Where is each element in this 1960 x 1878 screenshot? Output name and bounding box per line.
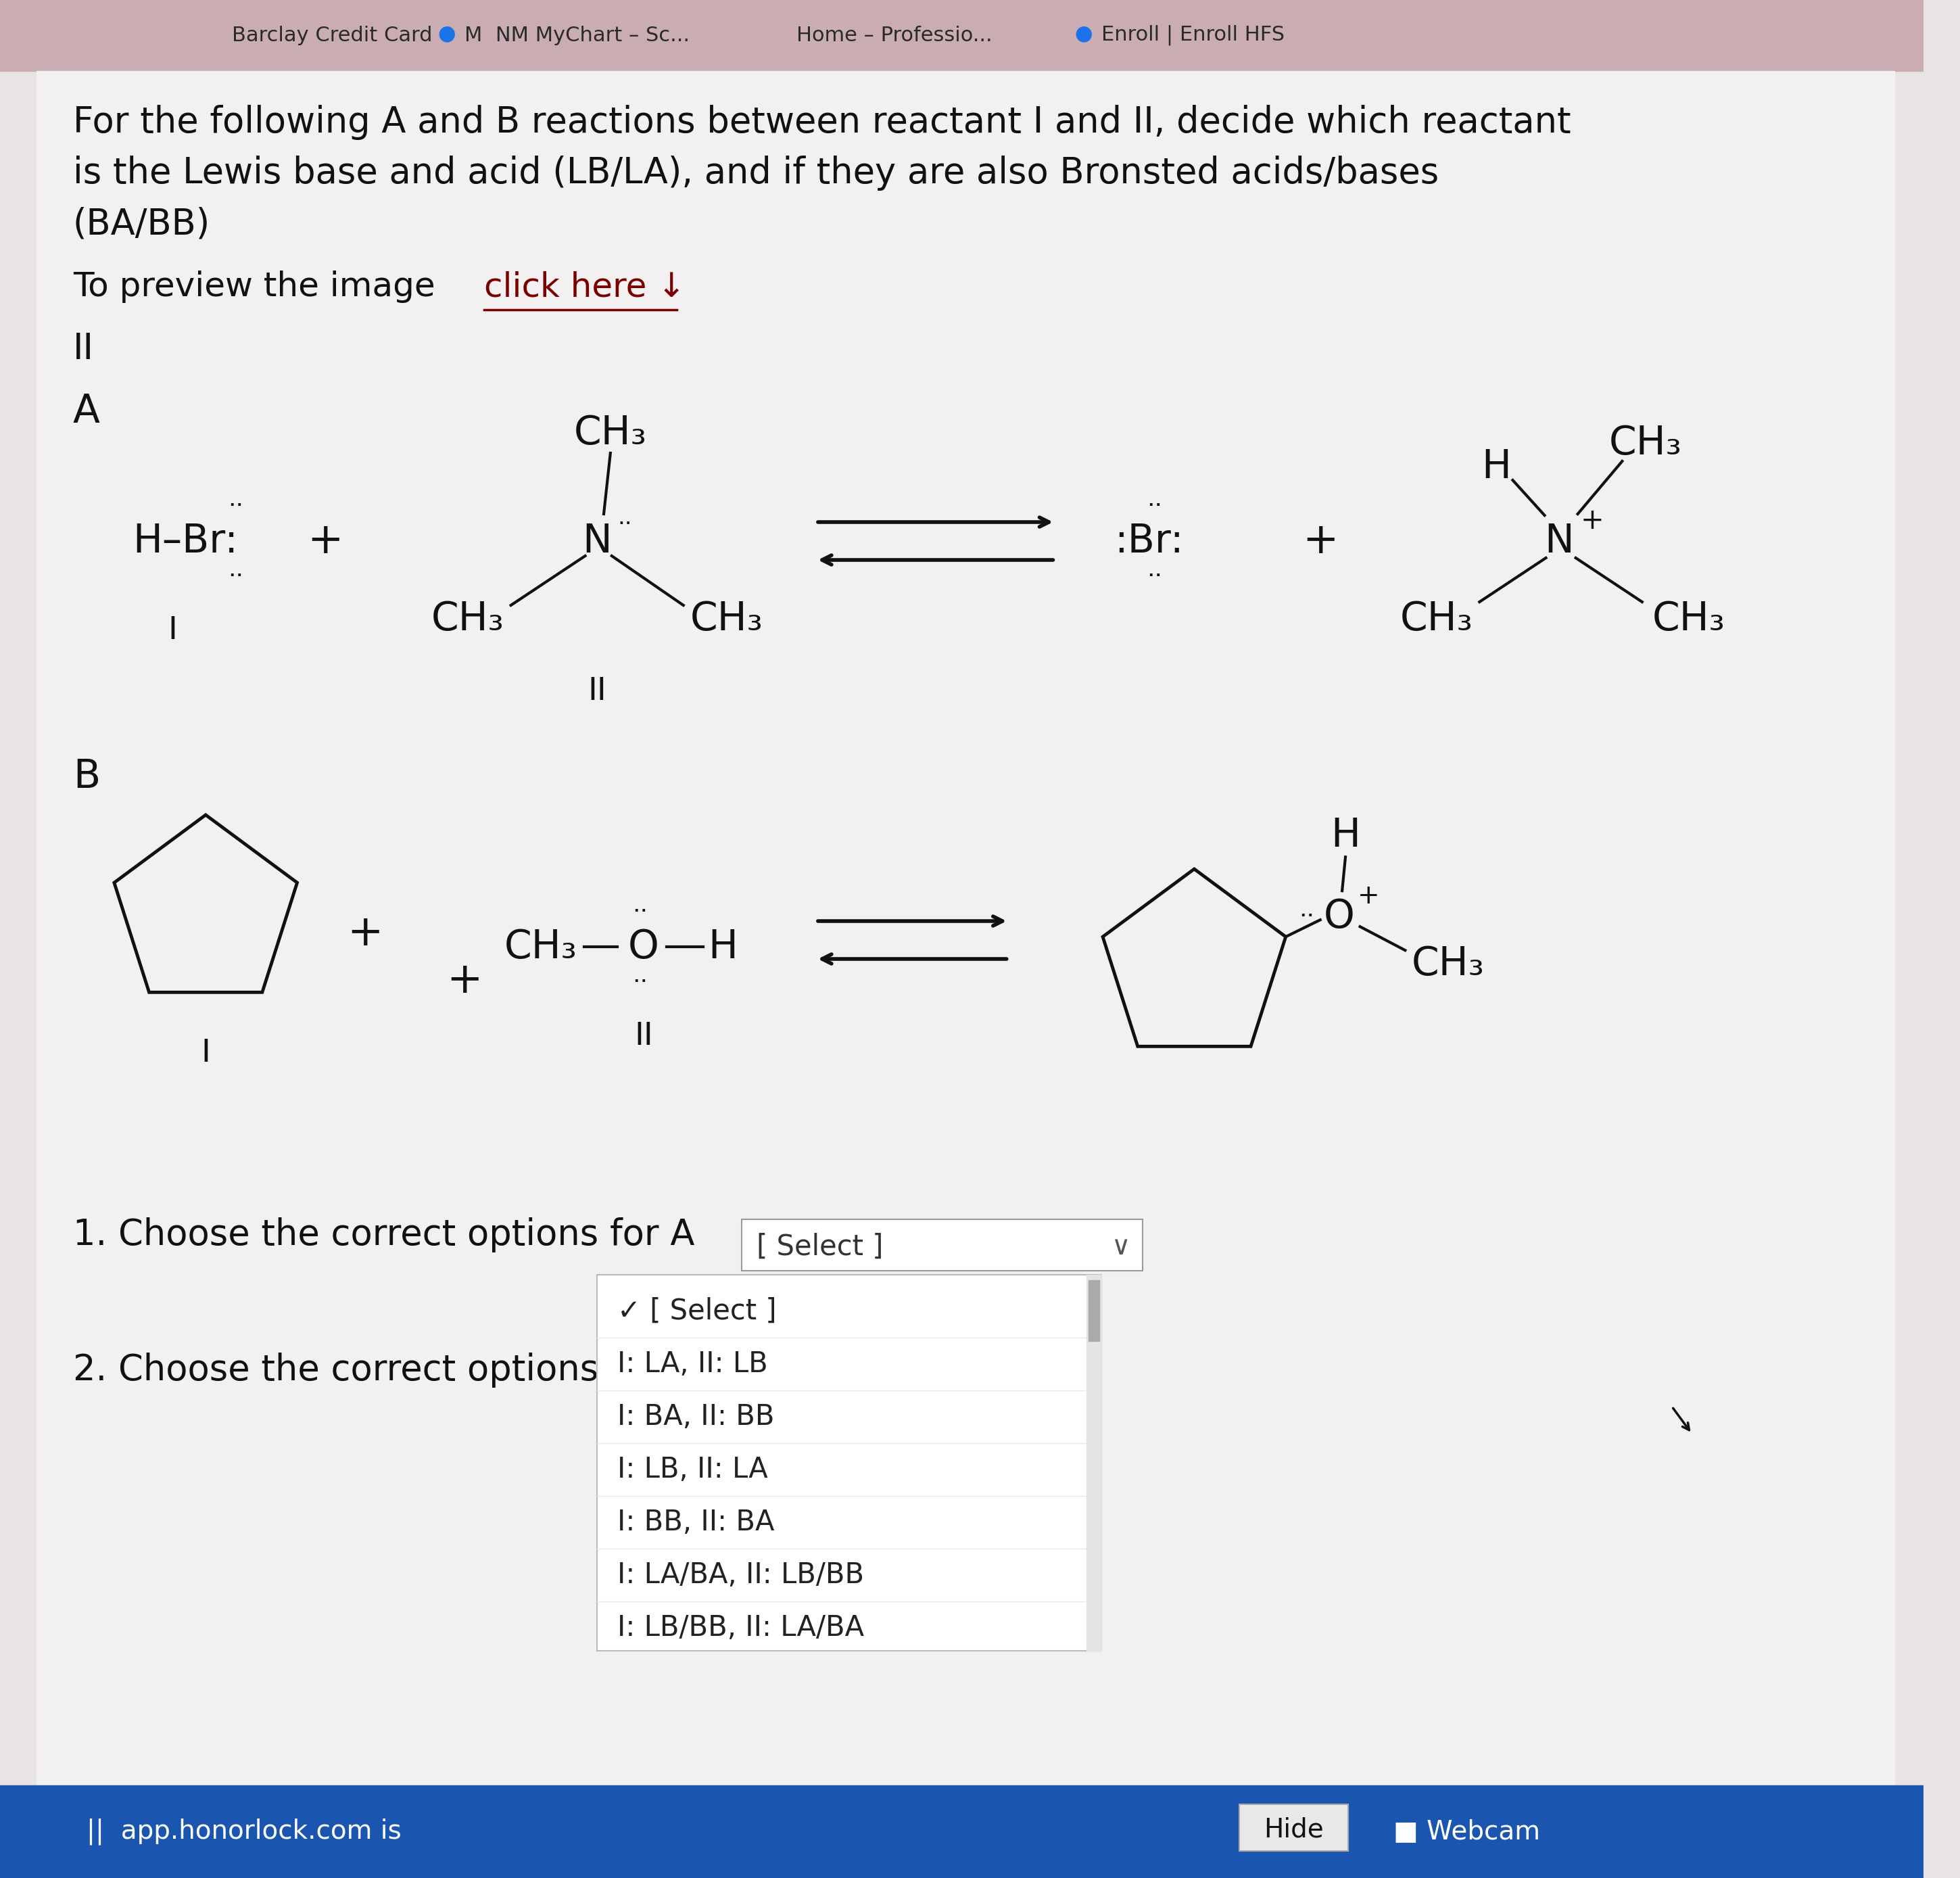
Text: Hide: Hide	[1264, 1816, 1323, 1842]
Text: To preview the image: To preview the image	[73, 270, 445, 302]
FancyBboxPatch shape	[1239, 1805, 1348, 1852]
FancyBboxPatch shape	[598, 1275, 1102, 1651]
Text: I: LA/BA, II: LB/BB: I: LA/BA, II: LB/BB	[617, 1561, 864, 1589]
Text: Enroll | Enroll HFS: Enroll | Enroll HFS	[1102, 24, 1284, 45]
Bar	[1088, 1281, 1100, 1341]
Text: I: BA, II: BB: I: BA, II: BB	[617, 1403, 774, 1431]
Text: +: +	[447, 960, 482, 1001]
Text: 1. Choose the correct options for A: 1. Choose the correct options for A	[73, 1217, 694, 1253]
Text: I: LB, II: LA: I: LB, II: LA	[617, 1455, 768, 1484]
Text: CH₃: CH₃	[431, 599, 504, 639]
Text: H: H	[708, 928, 739, 965]
Text: H: H	[1331, 817, 1360, 854]
Text: [ Select ]: [ Select ]	[757, 1232, 884, 1262]
Text: is the Lewis base and acid (LB/LA), and if they are also Bronsted acids/bases: is the Lewis base and acid (LB/LA), and …	[73, 156, 1439, 192]
Text: I: LA, II: LB: I: LA, II: LB	[617, 1350, 768, 1378]
Text: ✓ [ Select ]: ✓ [ Select ]	[617, 1298, 776, 1326]
Text: ··: ··	[633, 900, 649, 924]
Text: ··: ··	[1299, 905, 1315, 928]
Bar	[0, 0, 1923, 71]
Text: For the following A and B reactions between reactant I and II, decide which reac: For the following A and B reactions betw…	[73, 105, 1572, 141]
Text: CH₃: CH₃	[1609, 424, 1682, 462]
Text: II: II	[588, 676, 606, 706]
Text: ●: ●	[1074, 24, 1094, 43]
Text: O: O	[1323, 898, 1354, 935]
FancyBboxPatch shape	[741, 1219, 1143, 1271]
Text: II: II	[73, 331, 94, 366]
Text: I: BB, II: BA: I: BB, II: BA	[617, 1508, 774, 1536]
Text: 2. Choose the correct options for B: 2. Choose the correct options for B	[73, 1352, 694, 1388]
Text: I: I	[169, 616, 176, 646]
Bar	[1086, 1275, 1102, 1651]
Text: +: +	[1358, 883, 1380, 909]
Text: ●: ●	[437, 24, 457, 43]
Text: M  NM MyChart – Sc...: M NM MyChart – Sc...	[465, 26, 690, 45]
Text: N: N	[1544, 522, 1574, 560]
Text: N: N	[582, 522, 612, 560]
Text: ··: ··	[227, 565, 243, 588]
Text: +: +	[1301, 520, 1339, 562]
Text: CH₃: CH₃	[1399, 599, 1472, 639]
Text: Barclay Credit Card: Barclay Credit Card	[231, 26, 433, 45]
Text: ∨: ∨	[1111, 1234, 1131, 1260]
Text: +: +	[347, 913, 382, 954]
Text: (BA/BB): (BA/BB)	[73, 207, 210, 242]
Text: ··: ··	[1147, 494, 1162, 516]
Text: H–Br:: H–Br:	[133, 522, 239, 560]
Text: :Br:: :Br:	[1115, 522, 1184, 560]
Text: ··: ··	[633, 971, 649, 993]
Text: ··: ··	[1147, 565, 1162, 588]
Text: B: B	[73, 757, 100, 796]
Text: I: LB/BB, II: LA/BA: I: LB/BB, II: LA/BA	[617, 1613, 864, 1641]
Text: CH₃: CH₃	[574, 413, 647, 453]
Text: +: +	[308, 520, 343, 562]
Text: CH₃: CH₃	[1652, 599, 1725, 639]
Text: Home – Professio...: Home – Professio...	[796, 26, 992, 45]
Text: ··: ··	[617, 513, 633, 535]
Text: ■ Webcam: ■ Webcam	[1394, 1818, 1541, 1844]
Text: click here ↓: click here ↓	[484, 270, 686, 302]
Text: O: O	[627, 928, 659, 965]
Text: H: H	[1482, 447, 1511, 486]
Text: CH₃: CH₃	[504, 928, 578, 965]
Text: ||  app.honorlock.com is: || app.honorlock.com is	[86, 1818, 402, 1844]
Text: +: +	[1580, 507, 1603, 535]
Text: ··: ··	[227, 494, 243, 516]
Text: I: I	[202, 1039, 210, 1069]
Bar	[0, 1786, 1923, 1878]
Text: A: A	[73, 393, 100, 430]
Text: II: II	[635, 1022, 653, 1052]
Text: CH₃: CH₃	[1411, 945, 1486, 982]
Text: CH₃: CH₃	[690, 599, 762, 639]
